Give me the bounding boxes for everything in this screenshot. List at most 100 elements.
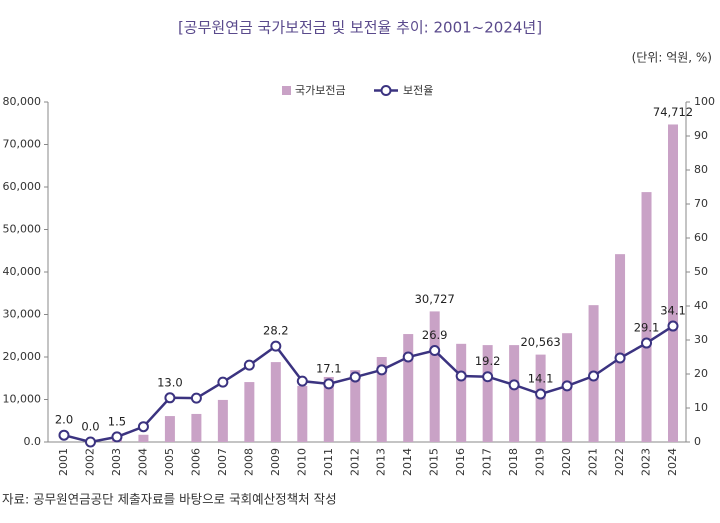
line-value-label: 14.1	[528, 372, 554, 386]
x-tick-label: 2008	[242, 448, 255, 476]
x-tick-label: 2007	[216, 448, 229, 476]
x-tick-label: 2020	[560, 448, 573, 476]
y-tick-label: 0.0	[24, 435, 42, 448]
line-marker	[588, 370, 600, 382]
y-tick-label: 60,000	[3, 180, 42, 193]
line-marker	[455, 370, 467, 382]
line-marker	[667, 320, 679, 332]
x-tick-label: 2009	[269, 448, 282, 476]
line-value-label: 28.2	[263, 324, 289, 338]
line-value-label: 19.2	[475, 354, 501, 368]
bar	[509, 345, 520, 442]
y-tick-label: 50,000	[3, 223, 42, 236]
y-tick-label: 80,000	[3, 95, 42, 108]
bar	[641, 192, 652, 442]
x-tick-label: 2023	[640, 448, 653, 476]
line-value-label: 26.9	[422, 328, 448, 342]
legend-label: 국가보전금	[295, 84, 346, 97]
y2-tick-label: 50	[694, 265, 708, 278]
bar-value-label: 20,563	[520, 335, 560, 349]
line-marker	[535, 388, 547, 400]
y-tick-label: 70,000	[3, 138, 42, 151]
x-tick-label: 2004	[136, 448, 149, 476]
bar	[429, 311, 440, 442]
line-value-label: 13.0	[157, 375, 183, 389]
bar	[668, 124, 678, 442]
bar	[615, 254, 626, 442]
line-marker	[217, 376, 229, 388]
line-marker	[641, 337, 653, 349]
line-marker	[561, 380, 573, 392]
line-value-label: 17.1	[316, 361, 342, 375]
x-tick-label: 2022	[613, 448, 626, 476]
bar	[297, 385, 308, 442]
line-marker	[323, 378, 335, 390]
bar	[323, 376, 334, 442]
line-marker	[402, 351, 414, 363]
x-tick-label: 2018	[507, 448, 520, 476]
line-marker	[508, 379, 520, 391]
x-tick-label: 2003	[110, 448, 123, 476]
y-tick-label: 40,000	[3, 265, 42, 278]
y2-tick-label: 100	[694, 95, 715, 108]
x-tick-label: 2002	[83, 448, 96, 476]
y2-tick-label: 0	[694, 435, 701, 448]
line-marker	[349, 371, 361, 383]
line	[63, 325, 674, 444]
line-marker	[270, 340, 282, 352]
x-tick-label: 2010	[295, 448, 308, 476]
line-marker	[190, 392, 202, 404]
x-tick-label: 2013	[375, 448, 388, 476]
line-marker	[243, 359, 255, 371]
line-value-label: 29.1	[634, 321, 660, 335]
x-tick-label: 2016	[454, 448, 467, 476]
x-tick-label: 2011	[322, 448, 335, 476]
y2-tick-label: 10	[694, 401, 708, 414]
y-tick-label: 10,000	[3, 393, 42, 406]
bar	[482, 345, 493, 442]
line-marker	[614, 352, 626, 364]
line-marker	[429, 345, 441, 357]
bar-value-label: 74,712	[653, 105, 693, 119]
line-marker	[164, 392, 176, 404]
bar	[164, 416, 175, 442]
y-tick-label: 30,000	[3, 308, 42, 321]
legend-label: 보전율	[403, 84, 433, 97]
line-value-label: 0.0	[81, 420, 99, 434]
y2-tick-label: 20	[694, 367, 708, 380]
x-tick-label: 2005	[163, 448, 176, 476]
bar	[244, 382, 255, 442]
x-tick-label: 2014	[401, 448, 414, 476]
y2-tick-label: 80	[694, 163, 708, 176]
legend-swatch	[282, 86, 291, 95]
line-value-label: 1.5	[108, 414, 126, 428]
bar	[217, 399, 228, 442]
y2-tick-label: 90	[694, 129, 708, 142]
y2-tick-label: 60	[694, 231, 708, 244]
bar	[456, 343, 467, 442]
y2-tick-label: 70	[694, 197, 708, 210]
x-tick-label: 2021	[587, 448, 600, 476]
line-marker	[84, 436, 96, 448]
chart-title: [공무원연금 국가보전금 및 보전율 추이: 2001~2024년]	[178, 19, 542, 37]
x-tick-label: 2024	[666, 448, 679, 476]
line-marker	[296, 375, 308, 387]
bar	[270, 362, 281, 442]
bar	[376, 357, 387, 442]
y-tick-label: 20,000	[3, 350, 42, 363]
line-marker	[376, 364, 388, 376]
line-marker	[58, 429, 70, 441]
line-marker	[482, 371, 494, 383]
x-tick-label: 2006	[189, 448, 202, 476]
x-tick-label: 2012	[348, 448, 361, 476]
x-tick-label: 2015	[428, 448, 441, 476]
line-value-label: 2.0	[55, 413, 73, 427]
bar	[191, 413, 202, 442]
bar-value-label: 30,727	[415, 292, 455, 306]
bar	[403, 334, 414, 442]
y2-tick-label: 30	[694, 333, 708, 346]
x-tick-label: 2001	[57, 448, 70, 476]
x-tick-label: 2017	[481, 448, 494, 476]
bar	[350, 370, 361, 442]
